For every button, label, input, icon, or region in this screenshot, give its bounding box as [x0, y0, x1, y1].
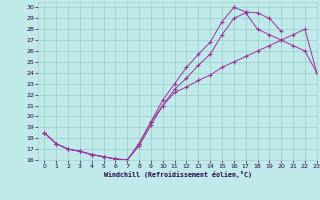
X-axis label: Windchill (Refroidissement éolien,°C): Windchill (Refroidissement éolien,°C)	[104, 171, 252, 178]
